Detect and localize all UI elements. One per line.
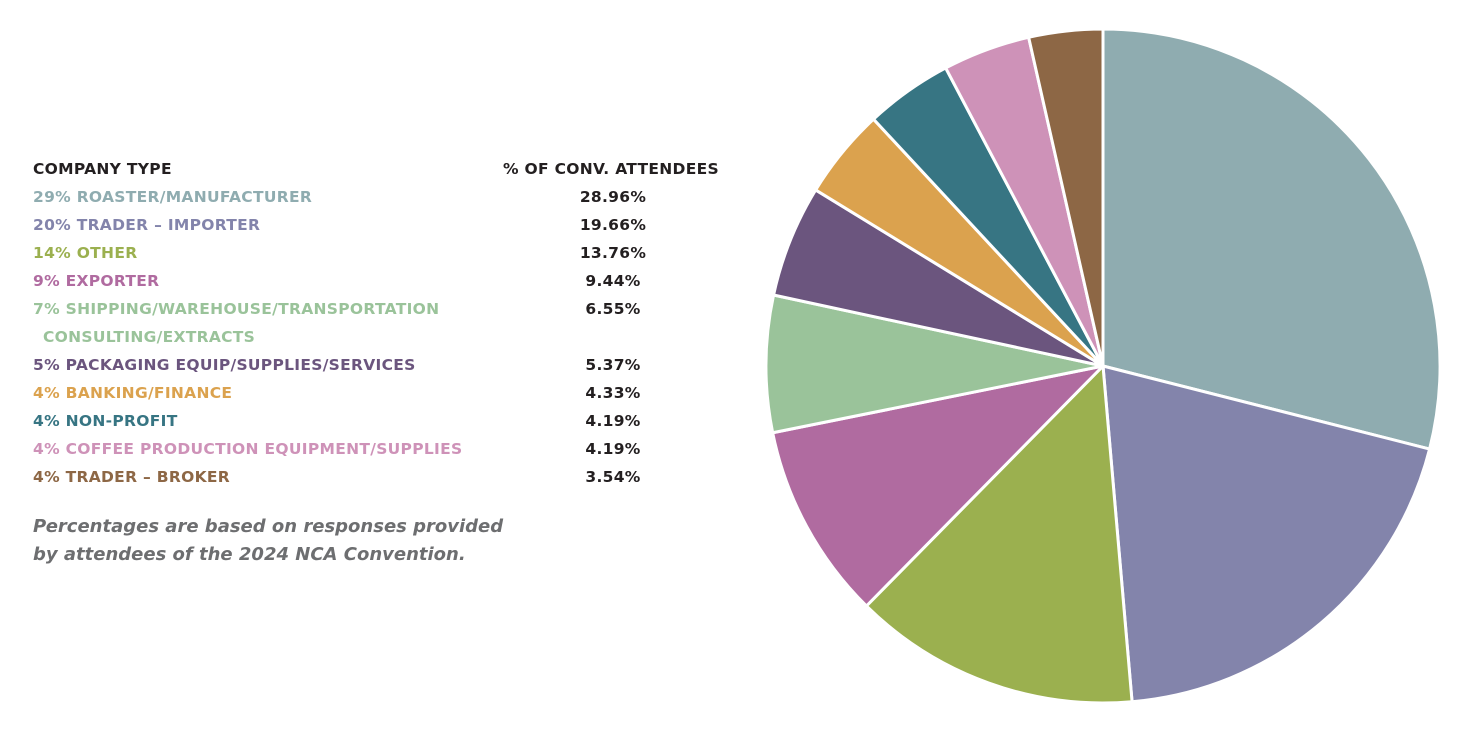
legend-value: 28.96% [579, 188, 647, 206]
legend-label: 20% TRADER – IMPORTER [33, 216, 261, 234]
pie-slice [764, 293, 1105, 435]
legend-label: 14% OTHER [33, 244, 138, 262]
pie-slice [864, 364, 1134, 705]
legend-row: 4% BANKING/FINANCE 4.33% [33, 384, 733, 412]
legend-row: 5% PACKAGING EQUIP/SUPPLIES/SERVICES 5.37… [33, 356, 733, 384]
legend-label: 9% EXPORTER [33, 272, 160, 290]
pie-slice [1101, 27, 1442, 451]
legend-row-continuation: CONSULTING/EXTRACTS [33, 328, 733, 356]
legend-header: COMPANY TYPE % OF CONV. ATTENDEES [33, 160, 733, 188]
legend-row: 9% EXPORTER 9.44% [33, 272, 733, 300]
legend-value: 4.19% [585, 440, 641, 458]
pie-slice [1027, 27, 1105, 368]
legend-row: 4% NON-PROFIT 4.19% [33, 412, 733, 440]
legend-row: 29% ROASTER/MANUFACTURER 28.96% [33, 188, 733, 216]
legend-value: 9.44% [585, 272, 641, 290]
pie-slice [1101, 364, 1432, 704]
legend-label: 5% PACKAGING EQUIP/SUPPLIES/SERVICES [33, 356, 416, 374]
legend-value: 4.19% [585, 412, 641, 430]
header-percent: % OF CONV. ATTENDEES [503, 160, 719, 178]
legend-value: 6.55% [585, 300, 641, 318]
legend-label: 4% TRADER – BROKER [33, 468, 231, 486]
legend-label-continued: CONSULTING/EXTRACTS [43, 328, 256, 346]
legend-label: 4% COFFEE PRODUCTION EQUIPMENT/SUPPLIES [33, 440, 463, 458]
legend-label: 4% NON-PROFIT [33, 412, 178, 430]
legend-value: 13.76% [579, 244, 647, 262]
header-company-type: COMPANY TYPE [33, 160, 172, 178]
legend-row: 4% TRADER – BROKER 3.54% [33, 468, 733, 496]
legend-value: 5.37% [585, 356, 641, 374]
legend-label: 4% BANKING/FINANCE [33, 384, 233, 402]
legend-table: COMPANY TYPE % OF CONV. ATTENDEES 29% RO… [33, 160, 733, 496]
legend-label: 29% ROASTER/MANUFACTURER [33, 188, 313, 206]
legend-label: 7% SHIPPING/WAREHOUSE/TRANSPORTATION [33, 300, 440, 318]
pie-slice [771, 364, 1105, 608]
legend-row: 20% TRADER – IMPORTER 19.66% [33, 216, 733, 244]
footnote: Percentages are based on responses provi… [33, 516, 504, 565]
legend-row: 7% SHIPPING/WAREHOUSE/TRANSPORTATION 6.55… [33, 300, 733, 328]
legend-value: 19.66% [579, 216, 647, 234]
legend-row: 4% COFFEE PRODUCTION EQUIPMENT/SUPPLIES 4… [33, 440, 733, 468]
legend-row: 14% OTHER 13.76% [33, 244, 733, 272]
legend-value: 3.54% [585, 468, 641, 486]
legend-value: 4.33% [585, 384, 641, 402]
